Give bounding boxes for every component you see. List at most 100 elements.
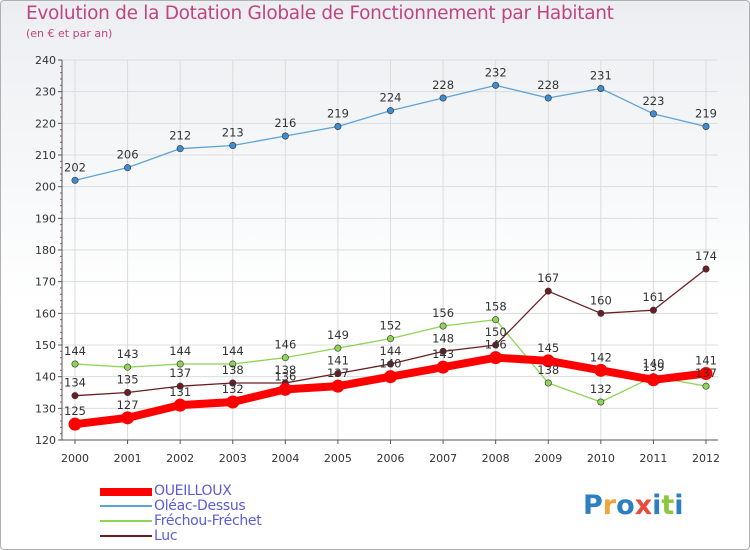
data-label-oueilloux: 136 [274, 369, 296, 383]
data-label-frechou-frechet: 156 [432, 306, 454, 320]
data-point-oleac-dessus [702, 123, 710, 131]
data-point-frechou-frechet [439, 322, 447, 330]
y-tick-label: 140 [35, 371, 56, 384]
data-label-oueilloux: 132 [222, 382, 244, 396]
data-point-oleac-dessus [334, 123, 342, 131]
x-tick-label: 2007 [429, 452, 457, 465]
data-point-luc [229, 379, 237, 387]
data-label-oleac-dessus: 213 [222, 126, 244, 140]
data-point-luc [544, 287, 552, 295]
data-label-luc: 141 [327, 354, 349, 368]
logo-letter: i [652, 490, 662, 521]
chart-title: Evolution de la Dotation Globale de Fonc… [26, 3, 614, 24]
data-label-oleac-dessus: 216 [274, 116, 296, 130]
y-tick-label: 240 [35, 54, 56, 67]
data-point-frechou-frechet [281, 354, 289, 362]
data-point-oueilloux [331, 379, 345, 393]
data-label-frechou-frechet: 149 [327, 328, 349, 342]
x-tick-label: 2004 [271, 452, 299, 465]
chart-subtitle: (en € et par an) [26, 27, 113, 40]
y-tick-label: 210 [35, 149, 56, 162]
data-label-oleac-dessus: 212 [169, 129, 191, 143]
data-point-luc [386, 360, 394, 368]
data-point-oleac-dessus [124, 164, 132, 172]
data-point-oleac-dessus [229, 142, 237, 150]
data-label-frechou-frechet: 143 [117, 347, 139, 361]
legend-swatch-oleac-dessus [100, 505, 152, 507]
x-tick-label: 2008 [482, 452, 510, 465]
data-point-luc [334, 369, 342, 377]
data-point-oleac-dessus [439, 94, 447, 102]
data-point-luc [492, 341, 500, 349]
x-tick-label: 2012 [692, 452, 720, 465]
data-point-luc [124, 388, 132, 396]
x-tick-label: 2006 [377, 452, 405, 465]
data-label-oueilloux: 125 [64, 404, 86, 418]
data-label-luc: 150 [485, 325, 507, 339]
data-point-luc [176, 382, 184, 390]
data-point-luc [702, 265, 710, 273]
data-label-frechou-frechet: 137 [695, 366, 717, 380]
legend-swatch-frechou-frechet [100, 520, 152, 522]
legend-swatch-luc [100, 535, 152, 537]
data-label-frechou-frechet: 152 [380, 319, 402, 333]
x-tick-label: 2003 [219, 452, 247, 465]
data-point-frechou-frechet [492, 316, 500, 324]
data-point-oueilloux [594, 363, 608, 377]
data-label-frechou-frechet: 138 [537, 363, 559, 377]
logo-letter: i [674, 490, 684, 521]
y-tick-label: 170 [35, 276, 56, 289]
x-tick-label: 2005 [324, 452, 352, 465]
data-label-oleac-dessus: 232 [485, 65, 507, 79]
data-point-oleac-dessus [492, 81, 500, 89]
data-label-oueilloux: 143 [432, 347, 454, 361]
data-point-frechou-frechet [702, 382, 710, 390]
legend-label-oleac-dessus: Oléac-Dessus [154, 498, 246, 514]
logo-letter: P [583, 490, 603, 521]
x-tick-label: 2001 [114, 452, 142, 465]
data-label-oleac-dessus: 206 [117, 148, 139, 162]
data-label-frechou-frechet: 140 [642, 357, 664, 371]
data-point-oueilloux [541, 354, 555, 368]
data-point-luc [439, 347, 447, 355]
logo-letter: r [602, 490, 617, 521]
data-point-frechou-frechet [597, 398, 605, 406]
data-point-frechou-frechet [229, 360, 237, 368]
y-tick-label: 190 [35, 212, 56, 225]
data-label-luc: 138 [274, 363, 296, 377]
data-point-oleac-dessus [597, 85, 605, 93]
data-label-luc: 161 [642, 290, 664, 304]
legend-label-oueilloux: OUEILLOUX [154, 483, 232, 499]
y-tick-label: 230 [35, 86, 56, 99]
data-point-oleac-dessus [544, 94, 552, 102]
x-tick-label: 2011 [639, 452, 667, 465]
data-point-frechou-frechet [71, 360, 79, 368]
data-point-frechou-frechet [124, 363, 132, 371]
logo-letter: t [661, 490, 675, 521]
data-point-oueilloux [699, 367, 713, 380]
data-point-oueilloux [226, 395, 240, 409]
data-point-oueilloux [68, 417, 82, 431]
data-point-oueilloux [278, 382, 292, 396]
data-label-oleac-dessus: 224 [380, 91, 402, 105]
data-label-oleac-dessus: 228 [537, 78, 559, 92]
logo-letter: x [634, 490, 653, 521]
data-point-frechou-frechet [334, 344, 342, 352]
data-label-oueilloux: 139 [642, 360, 664, 374]
data-label-oueilloux: 137 [327, 366, 349, 380]
data-point-oleac-dessus [71, 176, 79, 184]
data-point-oleac-dessus [176, 145, 184, 153]
data-point-oueilloux [173, 398, 187, 412]
data-point-oueilloux [121, 411, 135, 425]
proxiti-logo: Proxiti [583, 490, 684, 521]
data-label-oueilloux: 142 [590, 350, 612, 364]
data-label-frechou-frechet: 144 [169, 344, 191, 358]
data-label-luc: 135 [117, 373, 139, 387]
y-tick-label: 130 [35, 402, 56, 415]
data-point-oleac-dessus [649, 110, 657, 118]
legend-swatch-oueilloux [100, 488, 152, 496]
y-tick-label: 180 [35, 244, 56, 257]
data-label-luc: 148 [432, 331, 454, 345]
data-label-oleac-dessus: 202 [64, 160, 86, 174]
data-point-luc [649, 306, 657, 314]
